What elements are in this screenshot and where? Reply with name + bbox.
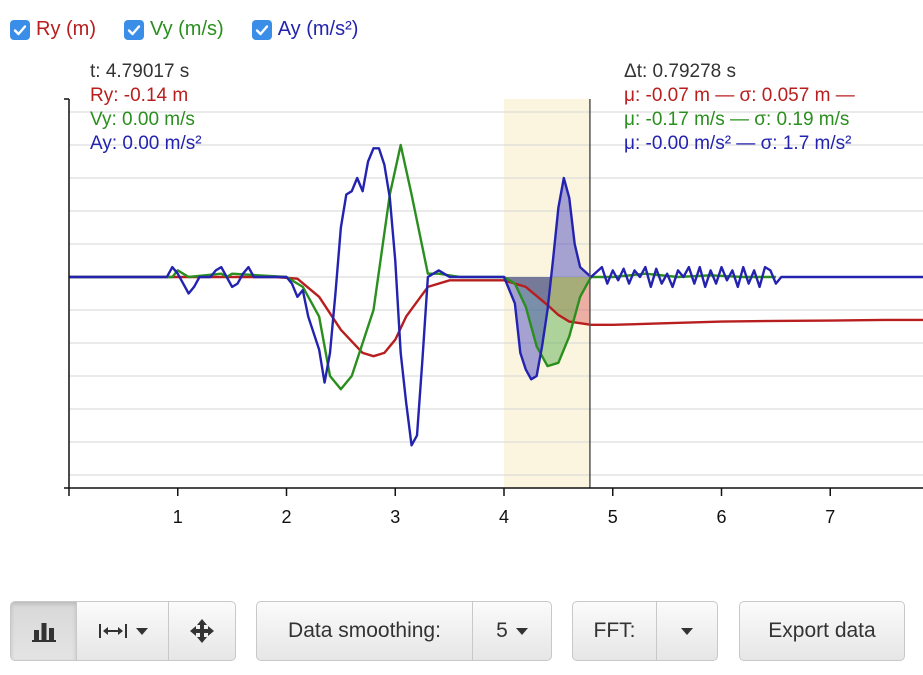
- stats-vy: μ: -0.17 m/s — σ: 0.19 m/s: [624, 109, 850, 130]
- legend-item-ay[interactable]: Ay (m/s²): [251, 18, 359, 41]
- chevron-down-icon: [681, 627, 693, 635]
- chevron-down-icon: [135, 627, 148, 635]
- checkbox-ry[interactable]: [10, 19, 30, 40]
- x-tick-label: 5: [608, 507, 618, 527]
- fft-label: FFT:: [573, 602, 657, 660]
- chevron-down-icon: [515, 627, 528, 635]
- checkbox-vy[interactable]: [123, 19, 144, 40]
- smoothing-dropdown[interactable]: 5: [473, 602, 551, 660]
- smoothing-label: Data smoothing:: [257, 602, 473, 660]
- readout-ry: Ry: -0.14 m: [90, 85, 189, 106]
- series-line-ay: [69, 147, 923, 447]
- readout-ay: Ay: 0.00 m/s²: [90, 133, 202, 154]
- tool-group: [10, 601, 236, 661]
- legend-label-ry: Ry (m): [36, 18, 96, 40]
- stats-ay: μ: -0.00 m/s² — σ: 1.7 m/s²: [624, 133, 852, 154]
- move-arrows-icon: [190, 619, 214, 643]
- stats-ry: μ: -0.07 m — σ: 0.057 m —: [624, 85, 855, 106]
- legend-label-ay: Ay (m/s²): [277, 18, 359, 40]
- stats-delta-t: Δt: 0.79278 s: [624, 61, 736, 82]
- toolbar: Data smoothing: 5 FFT: Export data: [0, 601, 923, 661]
- x-tick-label: 2: [281, 507, 291, 527]
- legend: Ry (m) Vy (m/s) Ay (m/s²): [10, 18, 358, 41]
- x-tick-label: 4: [499, 507, 509, 527]
- legend-item-vy[interactable]: Vy (m/s): [123, 18, 224, 41]
- x-tick-label: 7: [825, 507, 835, 527]
- export-data-button[interactable]: Export data: [768, 619, 876, 642]
- smoothing-group: Data smoothing: 5: [256, 601, 552, 661]
- fft-group: FFT:: [572, 601, 718, 661]
- bar-chart-icon: [31, 623, 56, 642]
- legend-label-vy: Vy (m/s): [149, 18, 224, 40]
- readout-vy: Vy: 0.00 m/s: [90, 109, 195, 130]
- horizontal-range-icon: [98, 624, 127, 638]
- x-tick-label: 1: [173, 507, 183, 527]
- x-tick-label: 3: [390, 507, 400, 527]
- readout-time: t: 4.79017 s: [90, 61, 190, 82]
- x-tick-label: 6: [716, 507, 726, 527]
- range-dropdown-button[interactable]: [77, 602, 169, 660]
- selection-fill-ry: [504, 277, 590, 325]
- series-line-ry: [69, 275, 923, 358]
- checkbox-ay[interactable]: [251, 19, 272, 40]
- export-group: Export data: [739, 601, 905, 661]
- bar-chart-button[interactable]: [11, 602, 77, 660]
- selection-fill-ay: [504, 178, 590, 380]
- selection-stats: Δt: 0.79278 s μ: -0.07 m — σ: 0.057 m — …: [624, 60, 855, 156]
- legend-item-ry[interactable]: Ry (m): [10, 18, 96, 41]
- checkmark-icon: [127, 24, 141, 35]
- fft-dropdown[interactable]: [657, 602, 717, 660]
- checkmark-icon: [13, 24, 27, 35]
- checkmark-icon: [255, 24, 268, 35]
- move-button[interactable]: [169, 602, 235, 660]
- smoothing-value: 5: [496, 619, 508, 642]
- chart[interactable]: 12345678: [0, 0, 923, 560]
- cursor-readout: t: 4.79017 s Ry: -0.14 m Vy: 0.00 m/s Ay…: [90, 60, 202, 156]
